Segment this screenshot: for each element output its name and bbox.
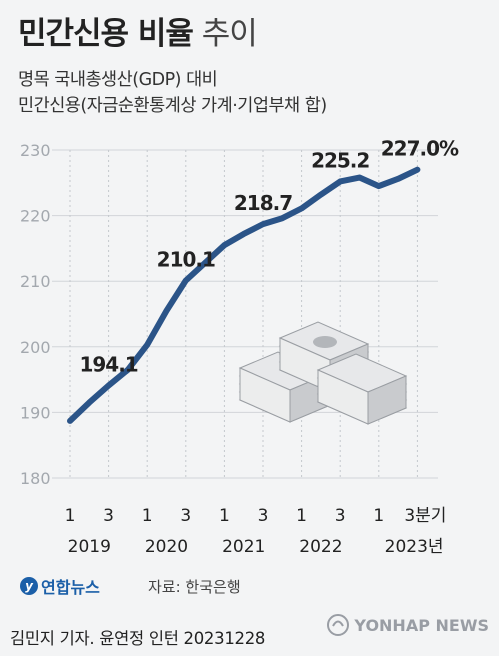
- yonhap-logo: y 연합뉴스: [20, 574, 100, 598]
- money-stack-front-front: [367, 375, 407, 425]
- x-tick-quarter-label: 1: [296, 506, 307, 526]
- banknote-portrait-icon: [313, 336, 337, 348]
- x-tick-year-label: 2022: [299, 537, 342, 557]
- data-label: 194.1: [79, 353, 137, 377]
- chart-subtitle-line-1: 명목 국내총생산(GDP) 대비: [18, 70, 218, 90]
- x-tick-quarter-label: 1: [219, 506, 230, 526]
- yonhap-watermark-icon: [327, 614, 350, 636]
- x-tick-quarter-label: 3: [335, 506, 346, 526]
- y-tick-label: 180: [20, 469, 51, 488]
- chart-subtitle-line-2: 민간신용(자금순환통계상 가계·기업부채 합): [18, 96, 327, 116]
- y-tick-label: 230: [20, 141, 51, 160]
- x-tick-quarter-label: 1: [373, 506, 384, 526]
- x-tick-quarter-label: 1: [142, 506, 153, 526]
- x-tick-quarter-label: 3: [180, 506, 191, 526]
- chart-title-bold: 민간신용 비율: [18, 16, 194, 52]
- y-tick-label: 210: [20, 272, 51, 291]
- x-tick-year-label: 2023년: [385, 537, 444, 557]
- data-label: 210.1: [157, 248, 215, 272]
- y-tick-label: 190: [20, 403, 51, 422]
- x-tick-year-label: 2020: [145, 537, 188, 557]
- series-line: [67, 166, 421, 424]
- x-tick-quarter-label: 1: [65, 506, 76, 526]
- x-tick-quarter-label: 3: [103, 506, 114, 526]
- yonhap-logo-icon: y: [20, 577, 38, 595]
- data-label: 225.2: [311, 148, 369, 172]
- yonhap-logo-text: 연합뉴스: [41, 578, 100, 597]
- line-chart: 180 190 200 210 220 230 194.1 210.1 218.7 225.2 22…: [20, 137, 460, 557]
- data-label: 218.7: [234, 191, 292, 215]
- x-tick-year-label: 2021: [222, 537, 265, 557]
- chart-title: 민간신용 비율 추이: [18, 8, 258, 53]
- yonhap-watermark-text: YONHAP NEWS: [354, 615, 489, 635]
- data-source: 자료: 한국은행: [148, 578, 241, 596]
- x-tick-year-label: 2019: [68, 537, 111, 557]
- x-tick-quarter-label: 3: [258, 506, 269, 526]
- x-tick-quarter-label: 3분기: [404, 506, 446, 526]
- yonhap-watermark: YONHAP NEWS: [326, 613, 489, 637]
- y-tick-label: 200: [20, 338, 51, 357]
- y-tick-label: 220: [20, 207, 51, 226]
- chart-title-light: 추이: [201, 16, 258, 52]
- byline: 김민지 기자. 윤연정 인턴 20231228: [10, 629, 266, 648]
- data-label: 227.0%: [381, 137, 459, 161]
